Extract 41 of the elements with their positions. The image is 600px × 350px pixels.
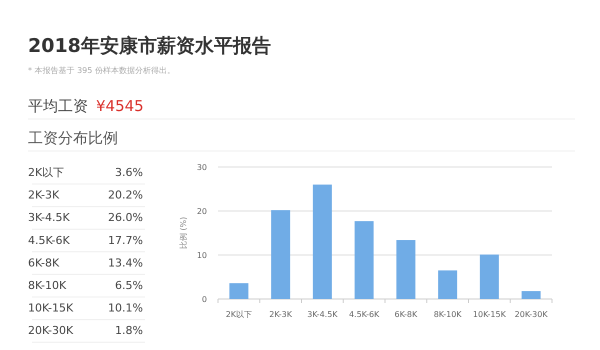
text: 6.5% <box>115 279 143 292</box>
bar <box>312 184 332 299</box>
text: 20K-30K <box>28 324 74 338</box>
text: ¥4545 <box>96 97 144 115</box>
text: 工资分布比例 <box>28 129 118 147</box>
text: 8K-10K <box>28 279 68 292</box>
bar <box>354 221 374 299</box>
text: 平均工资 <box>28 97 88 115</box>
bar <box>396 240 416 299</box>
bar <box>522 291 541 299</box>
y-axis-title: 比例 (%) <box>179 216 188 250</box>
bar <box>229 283 248 299</box>
bar <box>480 254 499 299</box>
x-tick-label: 8K-10K <box>434 310 462 319</box>
text: 2018年安康市薪资水平报告 <box>28 35 271 57</box>
text: 17.7% <box>108 234 143 247</box>
text: 6K-8K <box>28 256 60 270</box>
text: 3.6% <box>115 166 143 179</box>
text: * 本报告基于 395 份样本数据分析得出。 <box>28 66 175 75</box>
bar <box>438 270 458 299</box>
y-tick-label: 0 <box>202 295 207 304</box>
y-tick-label: 10 <box>196 251 207 260</box>
y-tick-label: 20 <box>196 207 207 216</box>
x-tick-label: 3K-4.5K <box>307 310 338 319</box>
x-tick-label: 6K-8K <box>394 310 418 319</box>
text: 3K-4.5K <box>28 211 71 224</box>
text: 2K-3K <box>28 188 60 202</box>
text: 10.1% <box>108 302 143 315</box>
x-tick-label: 10K-15K <box>472 310 507 319</box>
x-tick-label: 4.5K-6K <box>348 310 380 319</box>
text: 1.8% <box>115 324 143 338</box>
text: 13.4% <box>108 256 143 270</box>
x-tick-label: 2K以下 <box>226 310 252 319</box>
text: 26.0% <box>108 211 143 224</box>
x-tick-label: 20K-30K <box>514 310 548 319</box>
bar <box>271 210 290 299</box>
y-tick-label: 30 <box>196 163 207 172</box>
text: 20.2% <box>108 188 143 202</box>
text: 2K以下 <box>28 166 64 179</box>
x-tick-label: 2K-3K <box>269 310 293 319</box>
text: 4.5K-6K <box>28 234 71 247</box>
